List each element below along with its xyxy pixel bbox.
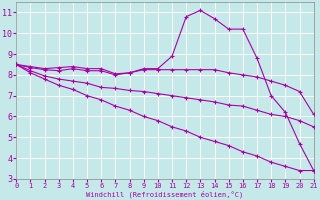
X-axis label: Windchill (Refroidissement éolien,°C): Windchill (Refroidissement éolien,°C) [86, 190, 244, 198]
